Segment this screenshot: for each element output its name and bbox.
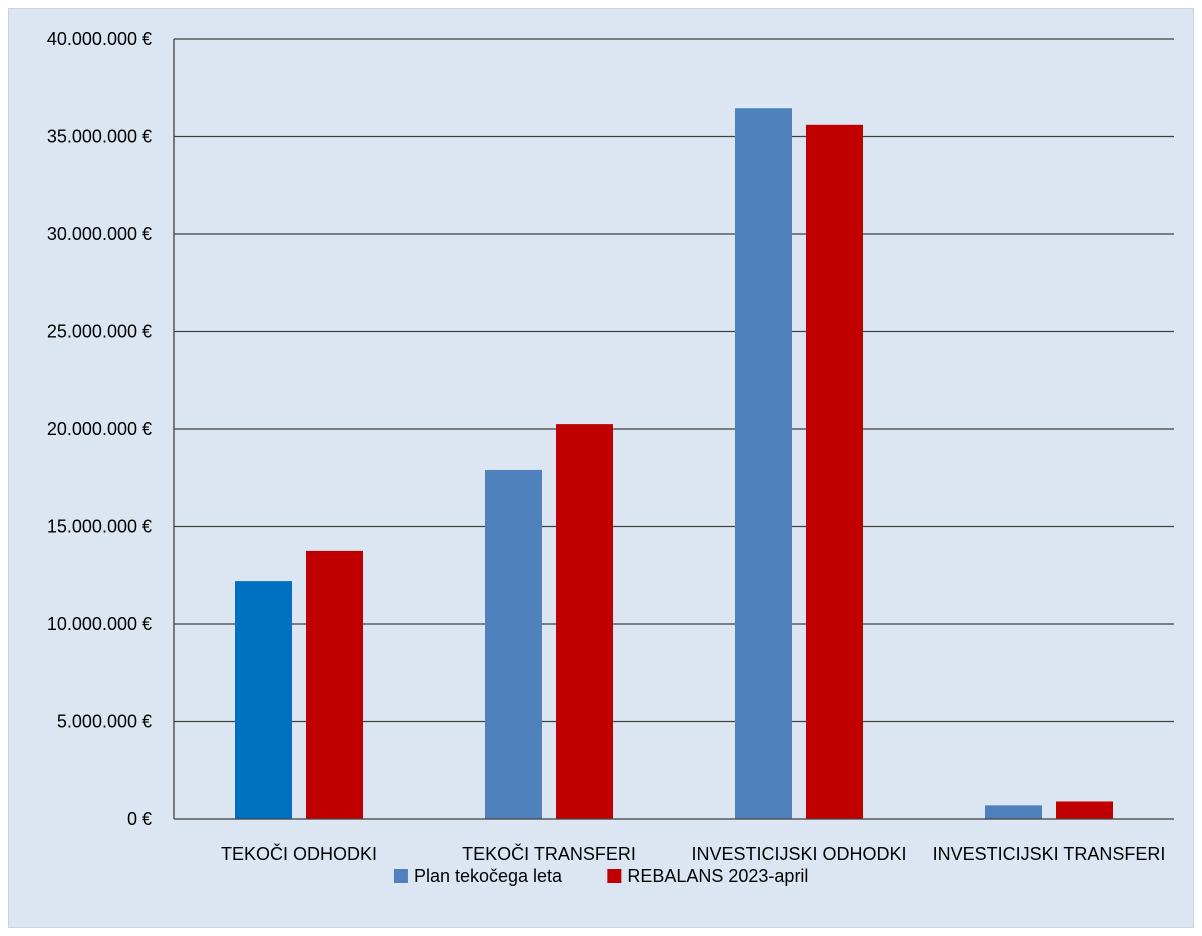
x-category-label: INVESTICIJSKI ODHODKI (691, 844, 906, 864)
legend-label: REBALANS 2023-april (627, 866, 808, 886)
chart-area: 0 € 5.000.000 € 10.000.000 € 15.000.000 € 20… (8, 8, 1194, 928)
y-tick-label: 30.000.000 € (47, 224, 152, 244)
y-axis-tick-labels: 0 € 5.000.000 € 10.000.000 € 15.000.000 € 20… (47, 29, 152, 829)
y-tick-label: 15.000.000 € (47, 517, 152, 537)
bar-plan (485, 469, 542, 819)
bar-rebalans (806, 124, 863, 820)
y-tick-label: 0 € (127, 809, 152, 829)
y-tick-label: 35.000.000 € (47, 127, 152, 147)
x-category-label: TEKOČI TRANSFERI (462, 843, 636, 864)
x-category-label: TEKOČI ODHODKI (221, 843, 377, 864)
legend: Plan tekočega leta REBALANS 2023-april (393, 866, 808, 886)
y-tick-label: 25.000.000 € (47, 322, 152, 342)
y-tick-label: 40.000.000 € (47, 29, 152, 49)
axes (173, 39, 1174, 820)
y-tick-label: 10.000.000 € (47, 614, 152, 634)
bar-plan (985, 805, 1042, 819)
legend-item: REBALANS 2023-april (607, 866, 808, 886)
y-tick-label: 5.000.000 € (57, 712, 152, 732)
legend-swatch (393, 869, 408, 883)
legend-label: Plan tekočega leta (414, 866, 563, 886)
legend-item: Plan tekočega leta (393, 866, 563, 886)
bar-rebalans (306, 550, 363, 819)
bar-plan (235, 581, 292, 819)
bars (235, 108, 1113, 820)
x-axis-category-labels: TEKOČI ODHODKI TEKOČI TRANSFERI INVESTICIJ… (221, 843, 1165, 864)
bar-plan (735, 108, 792, 820)
bar-chart: 0 € 5.000.000 € 10.000.000 € 15.000.000 € 20… (47, 29, 1174, 886)
bar-rebalans (1056, 801, 1113, 819)
y-tick-label: 20.000.000 € (47, 419, 152, 439)
legend-swatch (607, 869, 622, 883)
bar-rebalans (556, 424, 613, 819)
x-category-label: INVESTICIJSKI TRANSFERI (933, 844, 1166, 864)
